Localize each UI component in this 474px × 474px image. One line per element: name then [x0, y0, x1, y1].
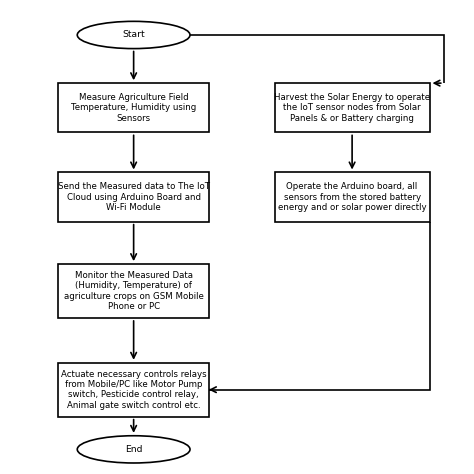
Text: Start: Start — [122, 30, 145, 39]
Ellipse shape — [77, 436, 190, 463]
FancyBboxPatch shape — [274, 173, 429, 222]
Text: Send the Measured data to The IoT
Cloud using Arduino Board and
Wi-Fi Module: Send the Measured data to The IoT Cloud … — [58, 182, 210, 212]
FancyBboxPatch shape — [58, 363, 209, 417]
FancyBboxPatch shape — [58, 83, 209, 132]
Text: Measure Agriculture Field
Temperature, Humidity using
Sensors: Measure Agriculture Field Temperature, H… — [71, 93, 196, 123]
Text: Operate the Arduino board, all
sensors from the stored battery
energy and or sol: Operate the Arduino board, all sensors f… — [278, 182, 427, 212]
Text: Harvest the Solar Energy to operate
the IoT sensor nodes from Solar
Panels & or : Harvest the Solar Energy to operate the … — [274, 93, 430, 123]
Ellipse shape — [77, 21, 190, 49]
Text: Actuate necessary controls relays
from Mobile/PC like Motor Pump
switch, Pestici: Actuate necessary controls relays from M… — [61, 370, 207, 410]
FancyBboxPatch shape — [58, 264, 209, 318]
Text: End: End — [125, 445, 142, 454]
Text: Monitor the Measured Data
(Humidity, Temperature) of
agriculture crops on GSM Mo: Monitor the Measured Data (Humidity, Tem… — [64, 271, 203, 311]
FancyBboxPatch shape — [274, 83, 429, 132]
FancyBboxPatch shape — [58, 173, 209, 222]
